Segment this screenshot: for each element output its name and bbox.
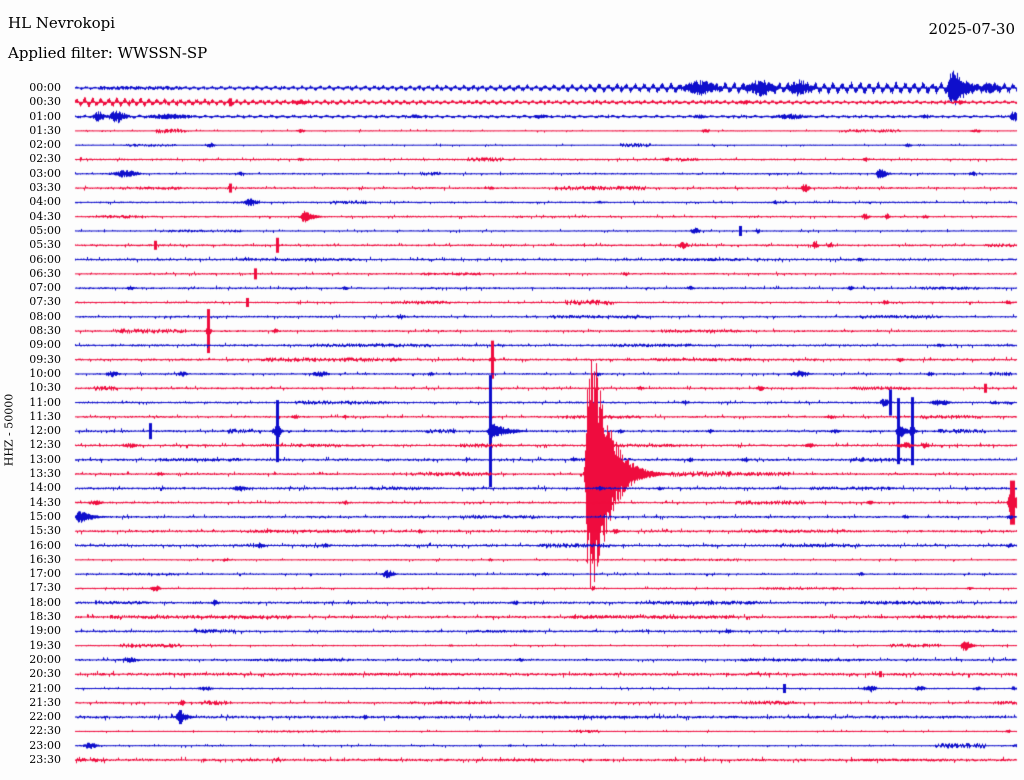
time-label-0630: 06:30 [29, 266, 61, 280]
time-label-0830: 08:30 [29, 324, 61, 338]
filter-label: Applied filter: WWSSN-SP [8, 44, 208, 62]
time-label-1530: 15:30 [29, 524, 61, 538]
time-label-0600: 06:00 [29, 252, 61, 266]
time-label-2200: 22:00 [29, 710, 61, 724]
time-label-1730: 17:30 [29, 581, 61, 595]
time-label-1300: 13:00 [29, 452, 61, 466]
time-label-column: 00:00 00:30 01:00 01:30 02:00 02:30 03:00 03:30… [0, 0, 63, 780]
time-label-0200: 02:00 [29, 138, 61, 152]
time-label-0000: 00:00 [29, 81, 61, 94]
time-label-0300: 03:00 [29, 166, 61, 180]
time-label-1400: 14:00 [29, 481, 61, 495]
time-label-1230: 12:30 [29, 438, 61, 452]
time-label-0330: 03:30 [29, 181, 61, 195]
time-label-0430: 04:30 [29, 209, 61, 223]
time-label-0100: 01:00 [29, 109, 61, 123]
time-label-1900: 19:00 [29, 624, 61, 638]
time-label-1030: 10:30 [29, 381, 61, 395]
time-label-2030: 20:30 [29, 667, 61, 681]
time-label-2130: 21:30 [29, 695, 61, 709]
time-label-0400: 04:00 [29, 195, 61, 209]
time-label-1200: 12:00 [29, 424, 61, 438]
time-label-2000: 20:00 [29, 652, 61, 666]
time-label-1500: 15:00 [29, 509, 61, 523]
time-label-2300: 23:00 [29, 738, 61, 752]
time-label-0530: 05:30 [29, 238, 61, 252]
time-label-1330: 13:30 [29, 467, 61, 481]
time-label-1830: 18:30 [29, 610, 61, 624]
time-label-2230: 22:30 [29, 724, 61, 738]
time-label-0030: 00:30 [29, 95, 61, 109]
time-label-1600: 16:00 [29, 538, 61, 552]
station-title: HL Nevrokopi [8, 14, 116, 32]
time-label-0730: 07:30 [29, 295, 61, 309]
time-label-0500: 05:00 [29, 223, 61, 237]
date-label: 2025-07-30 [928, 20, 1015, 38]
time-label-1700: 17:00 [29, 567, 61, 581]
time-label-1800: 18:00 [29, 595, 61, 609]
time-label-0230: 02:30 [29, 152, 61, 166]
time-label-2330: 23:30 [29, 753, 61, 766]
time-label-1000: 10:00 [29, 366, 61, 380]
time-label-1430: 14:30 [29, 495, 61, 509]
time-label-1130: 11:30 [29, 409, 61, 423]
time-label-0700: 07:00 [29, 281, 61, 295]
time-label-0800: 08:00 [29, 309, 61, 323]
time-label-1930: 19:30 [29, 638, 61, 652]
time-label-0900: 09:00 [29, 338, 61, 352]
time-label-2100: 21:00 [29, 681, 61, 695]
time-label-1100: 11:00 [29, 395, 61, 409]
time-label-0930: 09:30 [29, 352, 61, 366]
time-label-0130: 01:30 [29, 123, 61, 137]
time-label-1630: 16:30 [29, 552, 61, 566]
